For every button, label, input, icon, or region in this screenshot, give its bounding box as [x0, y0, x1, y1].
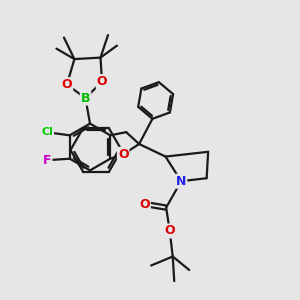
Text: B: B	[81, 92, 90, 105]
Text: F: F	[43, 154, 52, 167]
Text: O: O	[118, 148, 128, 161]
Text: O: O	[97, 75, 107, 88]
Text: Cl: Cl	[41, 127, 53, 137]
Text: O: O	[164, 224, 175, 238]
Text: O: O	[61, 78, 72, 91]
Text: N: N	[176, 175, 186, 188]
Text: O: O	[139, 197, 150, 211]
